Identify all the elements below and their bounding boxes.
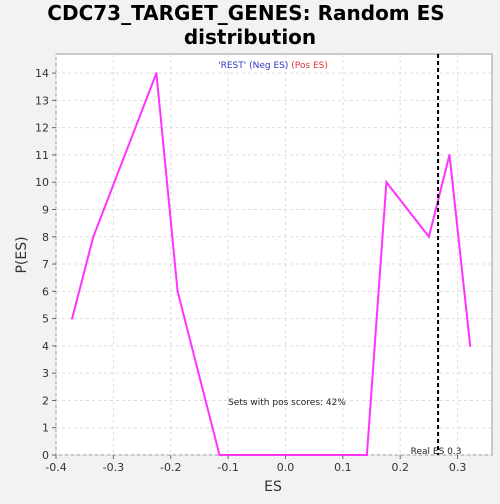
x-tick-label: 0.0 <box>277 461 295 474</box>
plot-area <box>55 53 493 456</box>
y-tick-label: 11 <box>35 149 49 162</box>
legend: 'REST' (Neg ES) (Pos ES) <box>218 61 328 71</box>
real-es-layer: Real ES 0.3 <box>411 54 462 457</box>
x-tick-label: 0.1 <box>334 461 352 474</box>
y-tick-label: 8 <box>42 231 49 244</box>
es-data-point <box>365 454 368 456</box>
legend-neg-es: (Neg ES) <box>249 61 288 71</box>
chart-title-line2: distribution <box>184 25 316 49</box>
y-tick-label: 2 <box>42 394 49 407</box>
series-layer <box>71 72 472 456</box>
es-data-point <box>469 344 472 347</box>
pos-scores-annotation: Sets with pos scores: 42% <box>228 398 346 408</box>
x-tick-label: -0.2 <box>160 461 181 474</box>
grid-layer <box>55 54 492 456</box>
y-tick-label: 10 <box>35 176 49 189</box>
real-es-label: Real ES 0.3 <box>411 447 462 457</box>
legend-pos-es: (Pos ES) <box>291 61 328 71</box>
y-tick-label: 9 <box>42 203 49 216</box>
es-data-point <box>155 72 158 75</box>
chart-title-line1: CDC73_TARGET_GENES: Random ES <box>47 1 444 25</box>
y-tick-label: 5 <box>42 313 49 326</box>
x-tick-label: -0.3 <box>103 461 124 474</box>
legend-prefix: 'REST' <box>218 61 246 71</box>
y-tick-label: 7 <box>42 258 49 271</box>
es-data-point <box>385 181 388 184</box>
x-tick-label: 0.3 <box>449 461 467 474</box>
y-tick-label: 0 <box>42 449 49 462</box>
y-tick-label: 14 <box>35 67 49 80</box>
y-tick-label: 6 <box>42 285 49 298</box>
es-data-point <box>71 317 74 320</box>
x-tick-label: -0.1 <box>217 461 238 474</box>
x-tick-label: 0.2 <box>391 461 409 474</box>
x-ticks: -0.4 -0.3 -0.2 -0.1 0.0 0.1 0.2 0.3 <box>45 455 466 474</box>
x-tick-label: -0.4 <box>45 461 66 474</box>
y-axis-label: P(ES) <box>14 236 30 273</box>
es-data-point <box>92 235 95 238</box>
y-tick-label: 12 <box>35 122 49 135</box>
y-tick-label: 4 <box>42 340 49 353</box>
es-data-point <box>176 290 179 293</box>
y-tick-label: 13 <box>35 94 49 107</box>
es-distribution-line <box>71 72 472 456</box>
es-data-point <box>427 235 430 238</box>
y-tick-label: 1 <box>42 422 49 435</box>
es-data-point <box>448 153 451 156</box>
x-axis-label: ES <box>264 479 282 495</box>
y-tick-label: 3 <box>42 367 49 380</box>
es-data-point <box>218 454 221 456</box>
